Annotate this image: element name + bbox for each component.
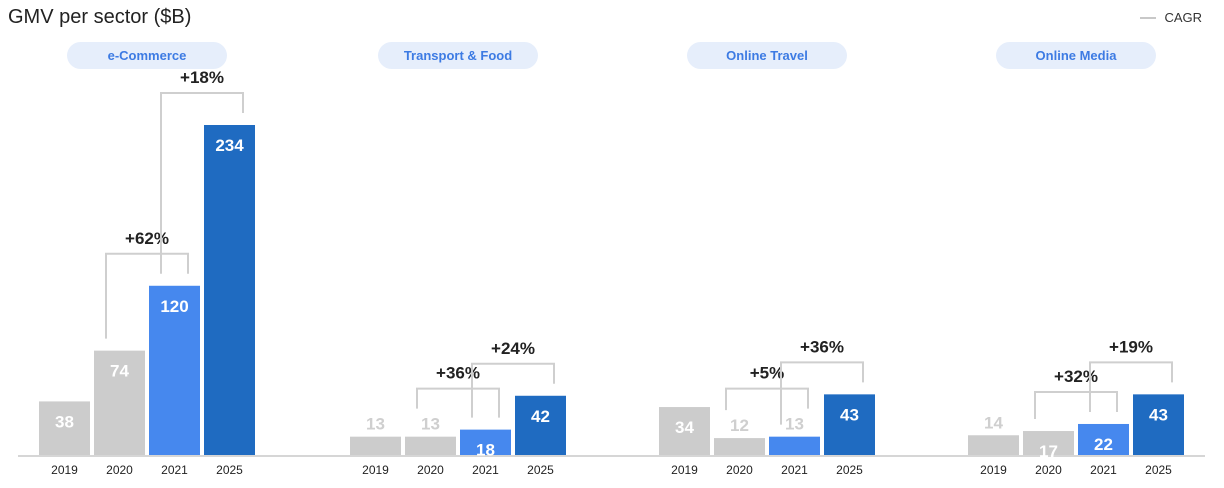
bar-2021 xyxy=(769,436,820,455)
data-label: 12 xyxy=(730,416,749,435)
data-label: 13 xyxy=(421,415,440,434)
x-tick-label: 2020 xyxy=(726,463,753,477)
x-tick-label: 2025 xyxy=(1145,463,1172,477)
legend-cagr-label: CAGR xyxy=(1164,10,1202,25)
bar-2021 xyxy=(460,429,511,455)
x-tick-label: 2020 xyxy=(417,463,444,477)
data-label: 18 xyxy=(476,441,495,460)
chart-title: GMV per sector ($B) xyxy=(8,6,192,28)
data-label: 43 xyxy=(1149,405,1168,424)
data-label: 14 xyxy=(984,413,1003,432)
cagr-bracket xyxy=(160,92,244,274)
cagr-bracket xyxy=(1034,390,1118,420)
sector-pill-2: Online Travel xyxy=(687,42,847,69)
bar-2019 xyxy=(350,436,401,455)
cagr-label: +62% xyxy=(125,229,169,248)
cagr-bracket xyxy=(725,387,809,411)
data-label: 43 xyxy=(840,405,859,424)
x-tick-label: 2019 xyxy=(362,463,389,477)
bar-2025 xyxy=(824,394,875,455)
data-label: 120 xyxy=(160,297,188,316)
x-tick-label: 2020 xyxy=(106,463,133,477)
x-tick-label: 2021 xyxy=(1090,463,1117,477)
bar-2019 xyxy=(39,401,90,455)
cagr-label: +24% xyxy=(491,339,535,358)
cagr-label: +5% xyxy=(750,364,785,383)
data-label: 34 xyxy=(675,418,694,437)
cagr-label: +18% xyxy=(180,68,224,87)
sector-pill-1: Transport & Food xyxy=(378,42,538,69)
data-label: 17 xyxy=(1039,442,1058,461)
data-label: 234 xyxy=(215,136,244,155)
cagr-bracket xyxy=(105,252,189,339)
legend-cagr-swatch xyxy=(1140,16,1157,19)
x-tick-label: 2025 xyxy=(527,463,554,477)
x-tick-label: 2021 xyxy=(781,463,808,477)
bar-2021 xyxy=(1078,423,1129,455)
bar-2019 xyxy=(968,435,1019,455)
bar-2020 xyxy=(1023,431,1074,455)
sector-pill-3: Online Media xyxy=(996,42,1156,69)
x-tick-label: 2019 xyxy=(980,463,1007,477)
x-tick-label: 2020 xyxy=(1035,463,1062,477)
data-label: 74 xyxy=(110,362,129,381)
bar-2025 xyxy=(515,395,566,455)
data-label: 22 xyxy=(1094,435,1113,454)
cagr-label: +19% xyxy=(1109,337,1153,356)
cagr-bracket xyxy=(471,362,555,418)
bar-2020 xyxy=(714,438,765,455)
x-tick-label: 2021 xyxy=(472,463,499,477)
bar-2025 xyxy=(204,125,255,455)
x-tick-label: 2025 xyxy=(216,463,243,477)
bar-2025 xyxy=(1133,394,1184,455)
cagr-label: +36% xyxy=(800,337,844,356)
sector-pill-0: e-Commerce xyxy=(67,42,227,69)
data-label: 13 xyxy=(785,415,804,434)
data-label: 38 xyxy=(55,412,74,431)
data-label: 42 xyxy=(531,407,550,426)
bar-2019 xyxy=(659,407,710,455)
x-tick-label: 2021 xyxy=(161,463,188,477)
cagr-bracket xyxy=(1089,361,1173,412)
cagr-label: +36% xyxy=(436,364,480,383)
bar-2020 xyxy=(405,436,456,455)
legend: CAGR xyxy=(1140,10,1202,25)
x-tick-label: 2019 xyxy=(51,463,78,477)
cagr-label: +32% xyxy=(1054,367,1098,386)
x-tick-label: 2025 xyxy=(836,463,863,477)
cagr-bracket xyxy=(416,387,500,418)
bar-2021 xyxy=(149,285,200,455)
data-label: 13 xyxy=(366,415,385,434)
bar-2020 xyxy=(94,350,145,455)
cagr-bracket xyxy=(780,361,864,425)
x-tick-label: 2019 xyxy=(671,463,698,477)
